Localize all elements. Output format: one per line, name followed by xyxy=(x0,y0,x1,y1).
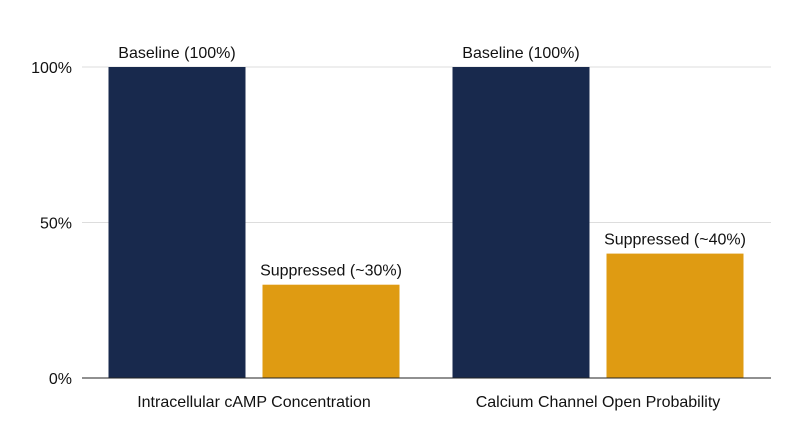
data-label: Baseline (100%) xyxy=(118,45,235,62)
data-label: Baseline (100%) xyxy=(462,45,579,62)
x-category-label: Calcium Channel Open Probability xyxy=(476,394,721,411)
data-labels: Baseline (100%) Suppressed (~30%) Baseline… xyxy=(118,45,746,280)
x-category-label: Intracellular cAMP Concentration xyxy=(137,394,371,411)
bars xyxy=(108,67,744,378)
y-tick-label: 50% xyxy=(40,216,72,233)
axes: 0% 50% 100% Intracellular cAMP Concentratio… xyxy=(31,60,771,411)
data-label: Suppressed (~40%) xyxy=(604,232,746,249)
bar-1-0 xyxy=(452,67,590,378)
bar-0-1 xyxy=(262,284,400,378)
bar-0-0 xyxy=(108,67,246,378)
y-tick-label: 0% xyxy=(49,371,72,388)
bar-1-1 xyxy=(606,253,744,378)
y-tick-label: 100% xyxy=(31,60,72,77)
data-label: Suppressed (~30%) xyxy=(260,263,402,280)
